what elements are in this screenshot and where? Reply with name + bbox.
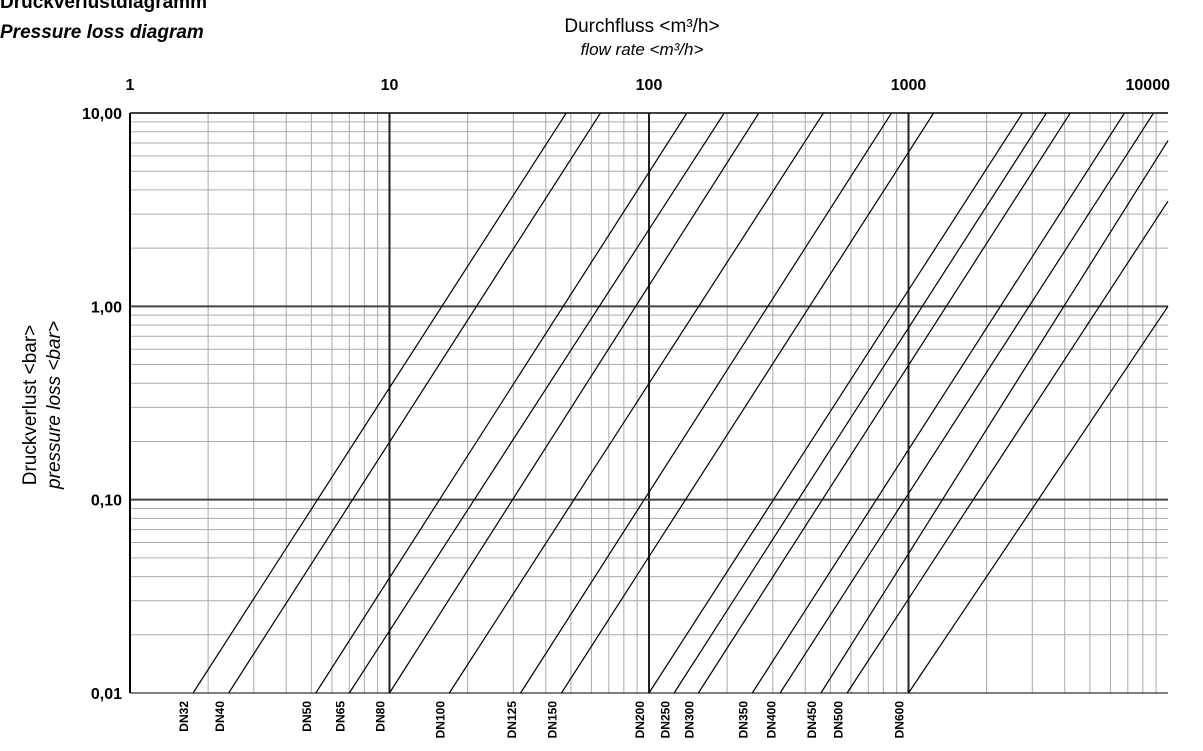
x-tick-label: 10 <box>381 77 399 94</box>
series-label-dn250: DN250 <box>658 701 672 739</box>
series-label-dn400: DN400 <box>764 701 778 739</box>
series-line-dn40 <box>228 112 601 694</box>
series-line-dn450 <box>820 140 1169 694</box>
series-label-dn40: DN40 <box>213 701 227 732</box>
series-labels: DN32 DN40 DN50 DN65 DN80 DN100 DN125 DN150 DN200… <box>177 701 906 739</box>
series-label-dn65: DN65 <box>333 701 347 732</box>
series-label-dn600: DN600 <box>893 701 907 739</box>
series-line-dn300 <box>697 112 1071 694</box>
series-label-dn80: DN80 <box>374 701 388 732</box>
y-tick-label: 10,00 <box>82 106 122 123</box>
series-line-dn80 <box>388 112 760 694</box>
series-label-dn300: DN300 <box>683 701 697 739</box>
y-tick-label: 0,10 <box>91 493 122 510</box>
x-axis-label: Durchfluss <m³/h> <box>564 16 719 37</box>
series-line-dn125 <box>520 112 893 694</box>
x-tick-label: 1000 <box>891 77 927 94</box>
series-label-dn100: DN100 <box>433 701 447 739</box>
y-tick-label: 1,00 <box>91 299 122 316</box>
series-line-dn50 <box>315 112 688 694</box>
series-label-dn350: DN350 <box>736 701 750 739</box>
series-line-dn32 <box>192 112 567 694</box>
series-line-dn200 <box>648 112 1024 694</box>
x-tick-label: 1 <box>126 77 135 94</box>
chart-subtitle: Pressure loss diagram <box>0 22 204 43</box>
series-line-dn250 <box>673 112 1047 694</box>
series-label-dn32: DN32 <box>177 701 191 732</box>
series-label-dn450: DN450 <box>805 701 819 739</box>
x-tick-label: 100 <box>636 77 663 94</box>
axes <box>129 112 1168 694</box>
x-tick-label: 10000 <box>1126 77 1171 94</box>
y-tick-label: 0,01 <box>91 686 122 703</box>
series-line-dn65 <box>348 112 725 694</box>
series-label-dn500: DN500 <box>831 701 845 739</box>
chart-title: Druckverlustdiagramm <box>0 0 207 13</box>
x-axis-label-en: flow rate <m³/h> <box>581 40 704 59</box>
series-label-dn50: DN50 <box>300 701 314 732</box>
y-tick-labels: 0,01 0,10 1,00 10,00 <box>82 106 122 703</box>
series-lines <box>192 112 1169 694</box>
series-label-dn200: DN200 <box>633 701 647 739</box>
series-line-dn100 <box>448 112 824 694</box>
series-line-dn500 <box>846 200 1169 694</box>
series-label-dn150: DN150 <box>546 701 560 739</box>
series-line-dn600 <box>908 305 1169 694</box>
series-line-dn150 <box>560 112 935 694</box>
series-label-dn125: DN125 <box>505 701 519 739</box>
series-line-dn350 <box>751 112 1126 694</box>
series-line-dn400 <box>779 112 1155 694</box>
grid-lines <box>130 113 1168 693</box>
y-axis-label: Druckverlust <bar> <box>20 325 41 486</box>
x-tick-labels: 1 10 100 1000 10000 <box>126 77 1171 94</box>
y-axis-label-en: pressure loss <bar> <box>44 321 65 490</box>
